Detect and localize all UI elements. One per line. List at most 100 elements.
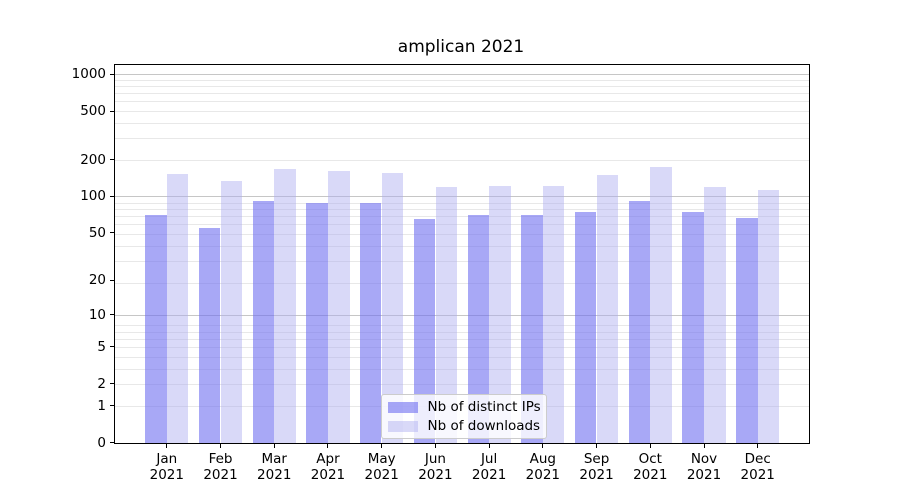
minor-gridline: [114, 383, 809, 385]
minor-gridline: [114, 338, 809, 340]
y-tick-label: 500: [80, 103, 106, 120]
x-tick: [703, 443, 705, 448]
x-tick-label: Apr 2021: [310, 450, 346, 484]
x-tick: [327, 443, 329, 448]
x-tick-label: Feb 2021: [203, 450, 238, 484]
bar-mar-ips: [252, 200, 275, 443]
minor-gridline: [114, 86, 809, 88]
minor-gridline: [114, 101, 809, 103]
bar-mar-downloads: [274, 169, 296, 443]
minor-gridline: [114, 79, 809, 81]
x-tick-label: Oct 2021: [633, 450, 668, 484]
legend-swatch-distinct-ips: [387, 401, 418, 413]
plot-area: Nb of distinct IPs Nb of downloads: [113, 63, 810, 444]
y-tick-label: 20: [88, 272, 106, 289]
bar-jun-downloads: [435, 186, 457, 443]
bar-aug-downloads: [543, 186, 565, 443]
y-tick-label: 5: [97, 338, 106, 355]
minor-gridline: [114, 138, 809, 140]
y-tick: [109, 383, 114, 385]
legend: Nb of distinct IPs Nb of downloads: [380, 393, 547, 439]
y-tick-label: 100: [80, 188, 106, 205]
x-tick-label: Sep 2021: [579, 450, 614, 484]
minor-gridline: [114, 216, 809, 218]
minor-gridline: [114, 93, 809, 95]
minor-gridline: [114, 331, 809, 333]
grid-layer: [114, 65, 809, 443]
minor-gridline: [114, 224, 809, 226]
bar-may-ips: [360, 203, 382, 443]
minor-gridline: [114, 261, 809, 263]
y-tick: [109, 405, 114, 407]
bars-layer: [115, 65, 809, 443]
minor-gridline: [114, 282, 809, 284]
bar-dec-downloads: [757, 190, 780, 443]
y-tick: [109, 159, 114, 161]
y-tick: [109, 346, 114, 348]
bar-sep-ips: [574, 212, 597, 443]
y-tick-label: 1000: [71, 66, 106, 83]
bar-nov-ips: [682, 212, 704, 443]
minor-gridline: [114, 202, 809, 204]
x-tick-label: Mar 2021: [257, 450, 292, 484]
x-tick: [488, 443, 490, 448]
x-tick-label: Jul 2021: [471, 450, 507, 484]
bar-feb-ips: [198, 227, 221, 443]
x-tick-label: Jan 2021: [149, 450, 184, 484]
y-tick: [109, 110, 114, 112]
bar-dec-ips: [736, 217, 758, 443]
y-tick-label: 10: [88, 306, 106, 323]
minor-gridline: [114, 111, 809, 113]
y-tick: [109, 73, 114, 75]
x-tick: [381, 443, 383, 448]
bar-feb-downloads: [220, 181, 243, 443]
y-tick: [109, 279, 114, 281]
bar-apr-downloads: [328, 171, 350, 443]
minor-gridline: [114, 160, 809, 162]
x-tick: [220, 443, 222, 448]
minor-gridline: [114, 356, 809, 358]
legend-label-distinct-ips: Nb of distinct IPs: [427, 399, 541, 415]
x-tick: [542, 443, 544, 448]
y-tick: [109, 232, 114, 234]
bar-apr-ips: [306, 203, 328, 443]
x-tick-label: Dec 2021: [740, 450, 775, 484]
bar-nov-downloads: [704, 187, 726, 443]
minor-gridline: [114, 368, 809, 370]
y-tick-label: 200: [80, 151, 106, 168]
y-tick-label: 1: [97, 397, 106, 414]
x-tick: [166, 443, 168, 448]
legend-item-downloads: Nb of downloads: [382, 417, 546, 436]
bar-oct-ips: [628, 200, 651, 443]
bar-may-downloads: [381, 172, 404, 443]
x-tick-label: Aug 2021: [525, 450, 560, 484]
x-tick-label: Jun 2021: [418, 450, 453, 484]
y-tick-label: 0: [97, 434, 106, 451]
minor-gridline: [114, 233, 809, 235]
bar-jun-ips: [413, 219, 436, 443]
y-tick: [109, 195, 114, 197]
minor-gridline: [114, 208, 809, 210]
y-tick-label: 50: [88, 224, 106, 241]
minor-gridline: [114, 325, 809, 327]
chart-title: amplican 2021: [397, 37, 525, 57]
bar-aug-ips: [521, 215, 543, 443]
minor-gridline: [114, 245, 809, 247]
minor-gridline: [114, 123, 809, 125]
major-gridline: [114, 74, 809, 76]
x-tick-label: May 2021: [364, 450, 399, 484]
y-tick: [109, 442, 114, 443]
legend-label-downloads: Nb of downloads: [427, 418, 541, 434]
y-tick-label: 2: [97, 375, 106, 392]
minor-gridline: [114, 346, 809, 348]
major-gridline: [114, 314, 809, 316]
legend-swatch-downloads: [387, 420, 418, 432]
x-tick: [649, 443, 651, 448]
bar-jul-downloads: [489, 186, 511, 443]
bar-jan-ips: [145, 215, 167, 443]
bar-jan-downloads: [167, 173, 189, 443]
x-tick-label: Nov 2021: [686, 450, 722, 484]
bar-sep-downloads: [596, 174, 619, 443]
legend-item-distinct-ips: Nb of distinct IPs: [382, 398, 546, 417]
